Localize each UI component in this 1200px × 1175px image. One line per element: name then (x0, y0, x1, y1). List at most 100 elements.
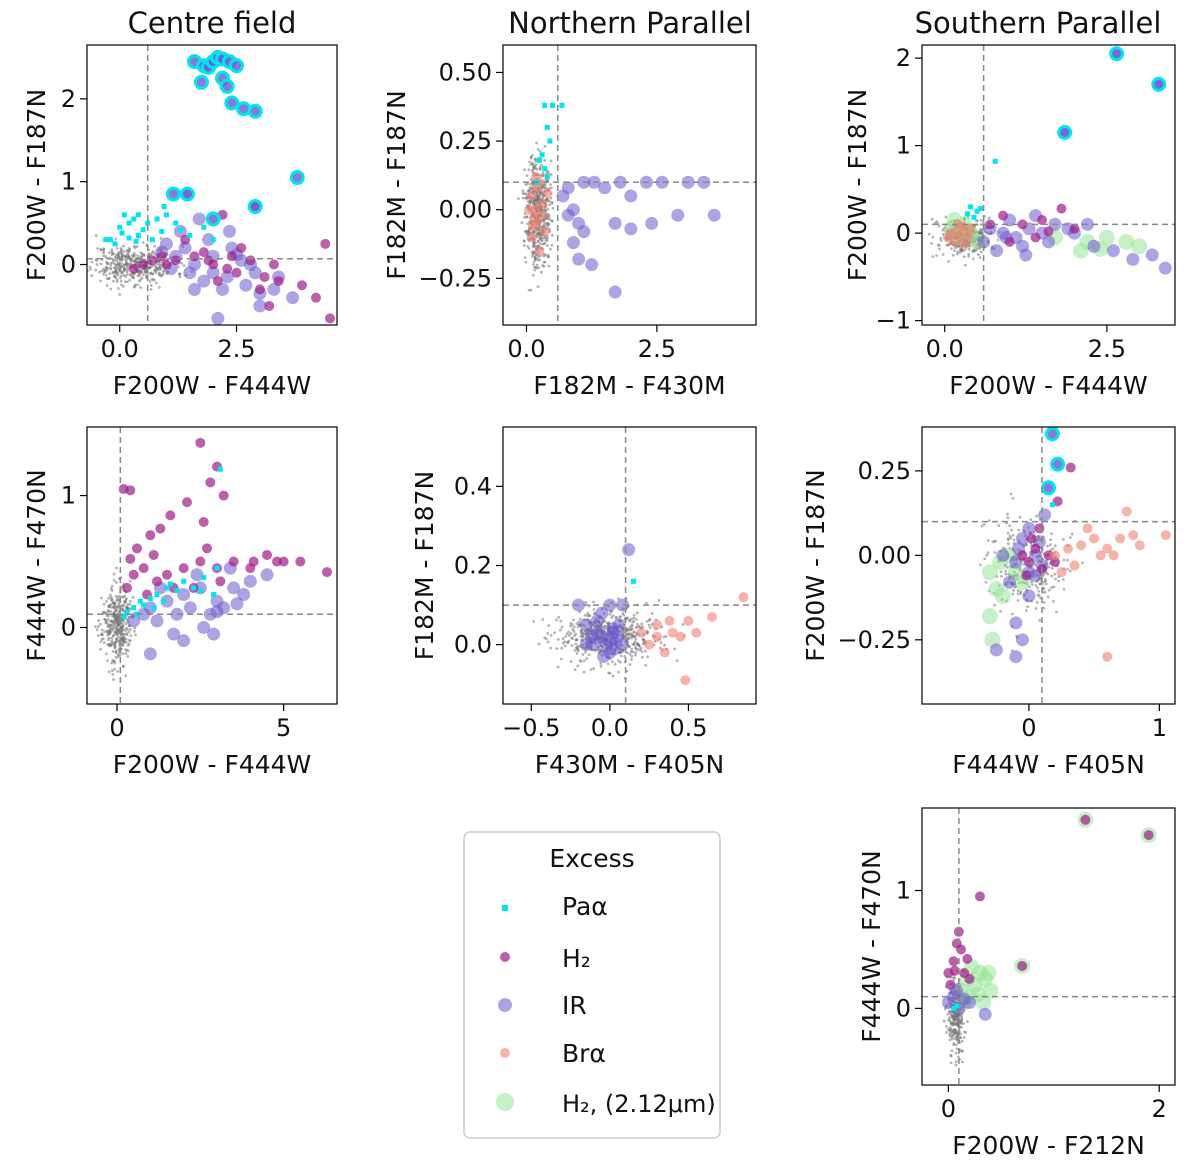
field-star-point (1012, 588, 1015, 592)
data-point-h2 (195, 437, 206, 448)
field-star-point (546, 640, 550, 644)
field-star-point (948, 1038, 952, 1042)
field-star-point (549, 633, 553, 637)
field-star-point (949, 1031, 952, 1035)
y-tick-label: 0 (61, 251, 76, 279)
data-point-h2 (262, 549, 272, 560)
field-star-point (578, 617, 582, 621)
field-star-point (537, 255, 541, 259)
field-star-point (1010, 612, 1014, 616)
field-star-point (629, 636, 633, 640)
field-star-point (987, 216, 991, 220)
field-star-point (124, 259, 128, 262)
field-star-point (104, 652, 108, 656)
data-point-ir (248, 266, 262, 280)
field-star-point (97, 270, 101, 274)
axes-frame (921, 426, 1176, 705)
data-point-bra (738, 592, 749, 603)
data-point-bra (1050, 550, 1061, 561)
y-tick-label: 0.25 (858, 457, 911, 485)
field-star-point (567, 639, 571, 643)
field-star-point (1062, 558, 1066, 562)
data-point-paa-big (219, 78, 235, 94)
field-star-point (526, 200, 530, 203)
data-point-bra (959, 238, 970, 249)
field-star-point (124, 263, 128, 266)
field-star-point (619, 654, 623, 658)
data-point-h2-212 (1131, 238, 1148, 255)
data-point-ir (645, 216, 659, 230)
field-star-point (529, 288, 533, 292)
data-point-ir (608, 285, 622, 299)
data-point-bra (942, 232, 953, 243)
field-star-point (113, 644, 117, 647)
data-point-bra (527, 221, 538, 232)
data-point-paa (117, 224, 123, 230)
field-star-point (619, 615, 623, 619)
field-star-point (180, 261, 183, 265)
field-star-point (547, 264, 551, 268)
field-star-point (1036, 593, 1040, 597)
field-star-point (158, 262, 161, 266)
field-star-point (959, 1032, 963, 1036)
field-star-point (648, 626, 652, 629)
field-star-point (103, 630, 107, 634)
legend-entry-h2-212: H₂, (2.12μm) (496, 1090, 716, 1118)
data-point-h2 (222, 263, 233, 274)
field-star-point (546, 224, 550, 228)
field-star-point (960, 1039, 964, 1043)
field-star-point (109, 263, 113, 267)
field-star-point (551, 206, 555, 210)
field-star-point (128, 278, 132, 282)
field-star-point (99, 648, 103, 651)
field-star-point (1034, 607, 1038, 610)
data-point-paa (630, 578, 636, 584)
y-tick-label: −0.25 (418, 264, 492, 292)
field-star-point (611, 614, 615, 618)
field-star-point (114, 276, 118, 279)
data-point-bra (1069, 560, 1080, 571)
field-star-point (1010, 528, 1013, 532)
data-point-paa (201, 574, 207, 580)
data-point-h2 (138, 259, 149, 270)
data-point-paa (135, 212, 141, 218)
axes-frame (921, 44, 1176, 326)
field-star-point (966, 1020, 969, 1024)
field-star-point (113, 667, 116, 671)
data-point-paa-big (247, 103, 263, 119)
field-star-point (182, 264, 186, 267)
field-star-point (111, 650, 115, 653)
field-star-point (112, 578, 116, 582)
data-point-paa (154, 216, 160, 222)
field-star-point (89, 267, 92, 271)
field-star-point (951, 1030, 955, 1034)
data-point-ir (187, 282, 201, 296)
field-star-point (611, 660, 614, 664)
field-star-point (962, 255, 966, 259)
data-point-paa (161, 598, 167, 604)
field-star-point (1018, 515, 1022, 519)
field-star-point (560, 625, 564, 629)
data-point-h2 (145, 530, 156, 541)
field-star-point (575, 622, 579, 625)
field-star-point (634, 618, 638, 621)
field-star-point (986, 551, 990, 555)
field-star-point (1049, 538, 1052, 542)
field-star-point (1053, 572, 1057, 576)
field-star-point (1011, 496, 1015, 500)
field-star-point (952, 1033, 956, 1037)
data-point-paa (159, 228, 165, 234)
field-star-point (132, 255, 135, 259)
field-star-point (986, 539, 990, 543)
data-point-ir (950, 984, 964, 998)
field-star-point (1061, 578, 1065, 581)
field-star-point (573, 648, 577, 652)
data-point-h2 (272, 556, 282, 567)
field-star-point (550, 219, 554, 223)
field-star-point (956, 1055, 960, 1059)
field-star-point (606, 662, 610, 666)
field-star-point (523, 239, 526, 243)
field-star-point (948, 1019, 952, 1022)
field-star-point (151, 264, 154, 268)
x-tick-label: 0.0 (507, 335, 545, 363)
